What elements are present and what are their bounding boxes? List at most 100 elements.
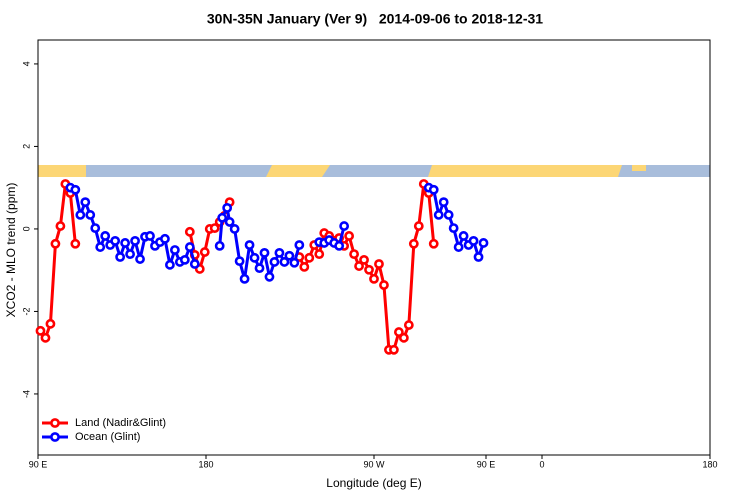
data-point [359, 254, 369, 265]
data-point [364, 264, 374, 275]
chart-title: 30N-35N January (Ver 9) 2014-09-06 to 20… [207, 11, 543, 27]
data-point [428, 184, 439, 195]
data-point [50, 238, 61, 249]
data-point [95, 242, 106, 252]
x-axis-label: Longitude (deg E) [326, 476, 421, 490]
data-point [468, 235, 479, 246]
data-point [85, 210, 96, 220]
data-point [214, 240, 225, 251]
data-point [284, 250, 295, 261]
land-strip [266, 165, 330, 177]
data-point [344, 231, 355, 241]
data-point [169, 245, 180, 255]
data-point [229, 224, 240, 234]
data-point [35, 325, 46, 336]
y-tick-label: -4 [21, 390, 31, 398]
x-tick-label: 90 E [477, 459, 496, 469]
data-point [145, 231, 155, 241]
data-point [408, 238, 419, 249]
data-point [259, 247, 270, 258]
legend-marker [50, 418, 60, 428]
data-point [115, 252, 126, 262]
data-point [379, 280, 389, 290]
data-point [110, 235, 121, 246]
land-strip [38, 165, 86, 177]
x-tick-label: 180 [702, 459, 717, 469]
data-point [120, 238, 131, 248]
data-point [222, 202, 233, 213]
data-point [80, 197, 91, 208]
data-point [413, 221, 424, 231]
data-point [389, 344, 399, 355]
data-point [448, 223, 459, 234]
data-point [55, 221, 66, 231]
data-point [393, 327, 404, 337]
data-point [254, 263, 265, 274]
data-point [135, 254, 145, 264]
data-point [224, 217, 235, 227]
data-point [165, 259, 175, 270]
data-point [339, 221, 350, 231]
data-point [244, 240, 255, 250]
data-point [274, 247, 285, 258]
data-point [184, 242, 195, 252]
x-tick-label: 180 [198, 459, 213, 469]
data-point [374, 259, 384, 269]
data-point [100, 231, 111, 241]
data-point [304, 252, 315, 263]
y-tick-label: 0 [21, 226, 31, 231]
data-point [45, 318, 56, 329]
legend-label: Land (Nadir&Glint) [75, 417, 166, 429]
data-point [125, 249, 135, 260]
data-point [269, 257, 280, 267]
data-point [209, 223, 220, 234]
y-axis-label: XCO2 - MLO trend (ppm) [4, 183, 18, 318]
data-point [403, 320, 414, 330]
data-point [369, 273, 379, 284]
data-point [279, 257, 290, 267]
land-mask-strip [38, 165, 710, 177]
series [65, 182, 489, 284]
data-point [249, 252, 260, 263]
data-point [234, 256, 245, 267]
data-point [299, 261, 310, 272]
legend-marker [50, 432, 60, 442]
data-point [334, 240, 345, 251]
data-point [453, 242, 464, 252]
data-point [398, 332, 409, 343]
data-point [70, 238, 81, 249]
data-point [130, 235, 140, 246]
data-point [349, 249, 359, 260]
data-point [458, 231, 469, 241]
data-point [314, 249, 325, 260]
data-point [70, 184, 81, 195]
data-point [438, 197, 449, 208]
data-point [75, 210, 86, 220]
y-tick-label: 2 [21, 144, 31, 149]
data-point [289, 257, 300, 268]
series [35, 179, 439, 355]
legend-label: Ocean (Glint) [75, 431, 140, 443]
land-strip [428, 165, 622, 177]
data-point [199, 247, 210, 257]
data-point [264, 271, 275, 282]
x-tick-label: 90 W [363, 459, 385, 469]
data-point [90, 223, 101, 234]
x-tick-label: 0 [539, 459, 544, 469]
data-point [443, 210, 454, 220]
data-point [478, 238, 489, 248]
data-point [433, 210, 444, 220]
data-point [473, 252, 484, 262]
data-point [184, 226, 195, 237]
data-point [189, 259, 200, 269]
y-tick-label: 4 [21, 61, 31, 66]
data-point [179, 254, 190, 265]
data-point [160, 233, 170, 244]
land-strip [632, 165, 646, 171]
data-point [354, 261, 364, 271]
y-tick-label: -2 [21, 307, 31, 315]
data-point [217, 212, 228, 223]
data-point [294, 240, 305, 250]
